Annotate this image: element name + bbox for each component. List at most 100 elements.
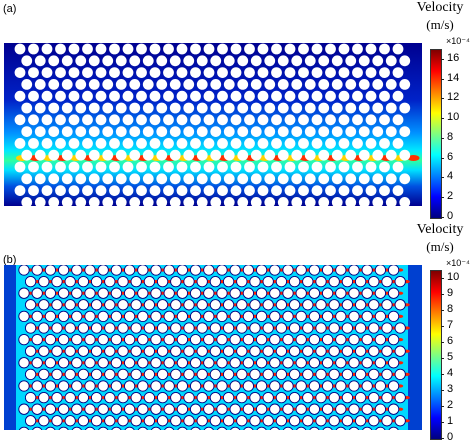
pillar-hole xyxy=(361,357,373,369)
pillar-hole xyxy=(328,275,340,288)
pillar-hole xyxy=(321,380,334,392)
pillar-hole xyxy=(58,426,69,430)
pillar-hole xyxy=(209,275,222,288)
pillar-hole xyxy=(368,368,380,381)
pillar-hole xyxy=(399,55,411,67)
pillar-hole xyxy=(41,161,53,173)
pillar-hole xyxy=(381,275,393,288)
pillar-hole xyxy=(88,126,100,137)
pillar-hole xyxy=(237,149,249,161)
pillar-hole xyxy=(44,287,57,299)
pillar-hole xyxy=(295,357,307,369)
pillar-hole xyxy=(250,197,262,206)
pillar-hole xyxy=(143,275,156,288)
pillar-hole xyxy=(44,310,57,323)
pillar-hole xyxy=(117,415,129,427)
pillar-hole xyxy=(244,67,255,78)
pillar-hole xyxy=(150,310,162,323)
pillar-hole xyxy=(335,310,347,323)
pillar-hole xyxy=(203,161,215,173)
pillar-hole xyxy=(302,368,314,381)
pillar-hole xyxy=(176,161,188,173)
pillar-hole xyxy=(82,161,93,173)
pillar-hole xyxy=(41,90,53,102)
pillar-hole xyxy=(123,403,136,415)
pillar-hole xyxy=(328,299,340,311)
pillar-hole xyxy=(338,138,350,149)
pillar-hole xyxy=(385,126,397,137)
pillar-hole xyxy=(150,357,162,369)
pillar-hole xyxy=(31,333,43,346)
pillar-hole xyxy=(21,79,33,90)
pillar-hole xyxy=(352,114,363,126)
pillar-hole xyxy=(136,185,147,197)
pillar-hole xyxy=(322,426,333,430)
pillar-hole xyxy=(264,149,276,161)
pillar-hole xyxy=(176,67,188,78)
pillar-hole xyxy=(61,55,73,67)
pillar-hole xyxy=(321,403,334,415)
pillar-hole xyxy=(237,173,249,185)
pillar-hole xyxy=(315,415,327,427)
pillar-hole xyxy=(183,299,195,311)
pillar-hole xyxy=(44,265,57,276)
pillar-hole xyxy=(223,126,235,137)
pillar-hole xyxy=(163,161,174,173)
pillar-hole xyxy=(117,322,129,334)
pillar-hole xyxy=(110,265,123,276)
pillar-hole xyxy=(348,333,360,346)
pillar-hole xyxy=(142,102,154,114)
pillar-hole xyxy=(122,185,134,197)
pillar-hole xyxy=(28,114,39,126)
pillar-hole xyxy=(255,333,268,346)
pillar-hole xyxy=(358,126,370,137)
pillar-hole xyxy=(170,345,182,357)
pillar-hole xyxy=(61,126,73,137)
pillar-hole xyxy=(149,67,161,78)
pillar-hole xyxy=(325,90,336,102)
pillar-hole xyxy=(57,357,70,369)
pillar-hole xyxy=(250,102,262,114)
pillar-hole xyxy=(156,126,168,137)
pillar-hole xyxy=(271,90,282,102)
pillar-hole xyxy=(149,114,161,126)
pillar-hole xyxy=(257,67,269,78)
pillar-hole xyxy=(115,126,127,137)
pillar-hole xyxy=(217,185,228,197)
pillar-hole xyxy=(38,391,50,404)
pillar-hole xyxy=(122,114,134,126)
pillar-hole xyxy=(156,391,169,404)
pillar-hole xyxy=(88,79,100,90)
pillar-hole xyxy=(51,299,63,311)
pillar-hole xyxy=(309,426,320,430)
pillar-hole xyxy=(68,114,80,126)
pillar-hole xyxy=(236,415,248,427)
pillar-hole xyxy=(90,368,103,381)
pillar-hole xyxy=(348,287,360,299)
pillar-hole xyxy=(315,275,327,288)
pillar-hole xyxy=(335,403,347,415)
pillar-hole xyxy=(379,114,390,126)
pillar-hole xyxy=(381,391,393,404)
colorbar-b-title: Velocity xyxy=(416,222,464,237)
pillar-hole xyxy=(189,380,202,392)
pillar-hole xyxy=(242,310,255,323)
pillar-hole xyxy=(250,55,262,67)
pillar-hole xyxy=(122,161,134,173)
pillar-hole xyxy=(123,287,136,299)
pillar-hole xyxy=(392,67,404,78)
pillar-hole xyxy=(57,380,70,392)
colorbar-tick-mark xyxy=(441,58,444,60)
pillar-hole xyxy=(321,265,334,276)
pillar-hole xyxy=(387,333,400,346)
pillar-hole xyxy=(348,265,360,276)
pillar-hole xyxy=(222,345,235,357)
pillar-hole xyxy=(388,426,399,430)
pillar-hole xyxy=(109,90,120,102)
pillar-hole xyxy=(223,173,235,185)
pillar-hole xyxy=(291,126,303,137)
pillar-hole xyxy=(271,138,282,149)
pillar-hole xyxy=(136,114,147,126)
pillar-hole xyxy=(244,161,255,173)
pillar-hole xyxy=(124,426,135,430)
